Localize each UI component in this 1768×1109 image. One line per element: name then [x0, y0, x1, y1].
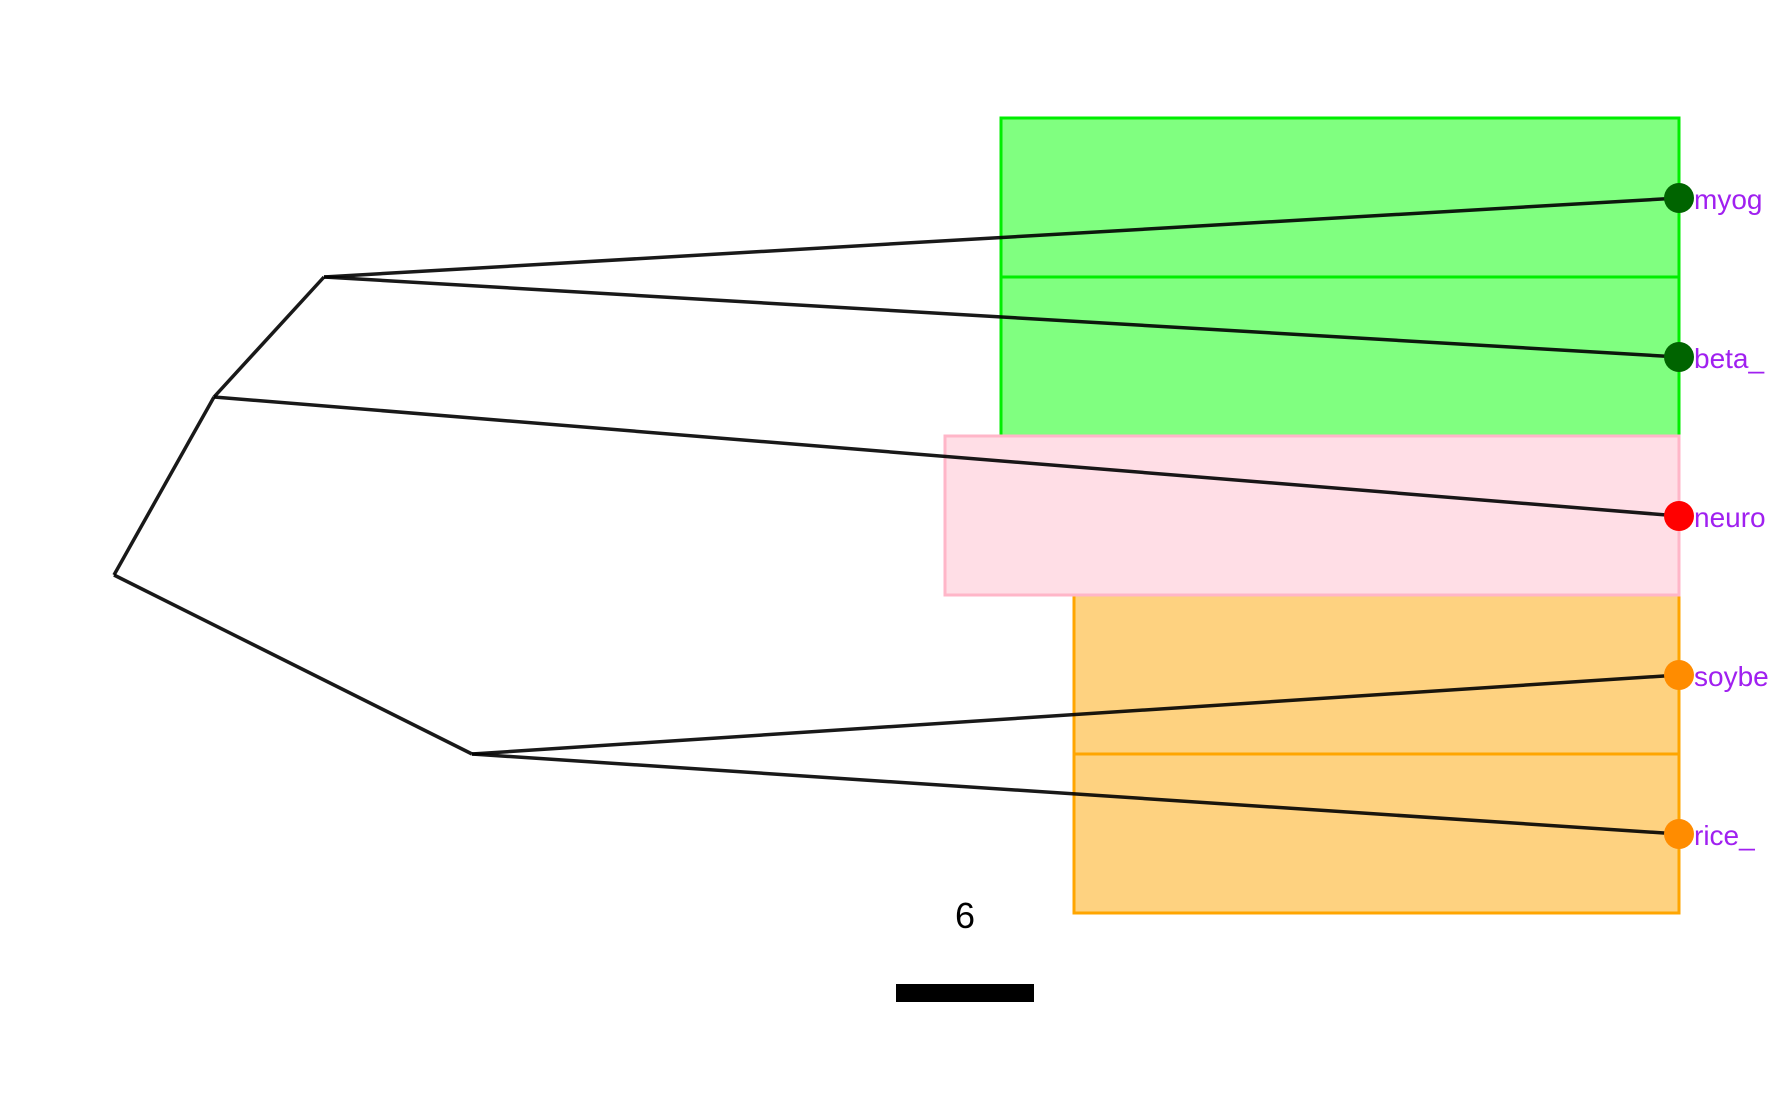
branch-root-upper [112, 396, 216, 576]
tip-label-beta: beta_ [1694, 343, 1764, 374]
tip-points [1664, 183, 1694, 849]
highlight-green-top [999, 116, 1681, 279]
tip-label-rice: rice_ [1694, 820, 1755, 851]
branch-beta [323, 275, 1680, 359]
highlight-orange-top [1072, 593, 1681, 756]
branch-soybe [471, 673, 1680, 756]
branch-inner-to-clade [212, 275, 326, 399]
tip-point-soybe [1664, 660, 1694, 690]
tip-label-soybe: soybe [1694, 661, 1768, 692]
scale-bar-line [896, 984, 1034, 1002]
tip-labels: myog beta_ neuro soybe rice_ [1694, 184, 1768, 851]
highlight-green-bottom [999, 275, 1681, 438]
clade-highlights [943, 116, 1681, 915]
tip-point-myog [1664, 183, 1694, 213]
tree-branches [112, 196, 1680, 836]
highlight-orange-bottom [1072, 752, 1681, 915]
scale-bar: 6 [896, 895, 1034, 1002]
tip-point-beta [1664, 342, 1694, 372]
tip-label-myog: myog [1694, 184, 1762, 215]
tip-point-rice [1664, 819, 1694, 849]
highlight-pink [943, 434, 1681, 597]
branch-root-lower [113, 573, 473, 756]
branch-neuro [213, 395, 1680, 518]
branch-rice [471, 752, 1680, 836]
scale-bar-label: 6 [955, 895, 975, 936]
tip-label-neuro: neuro [1694, 502, 1766, 533]
tip-point-neuro [1664, 501, 1694, 531]
branch-myog [323, 196, 1680, 279]
